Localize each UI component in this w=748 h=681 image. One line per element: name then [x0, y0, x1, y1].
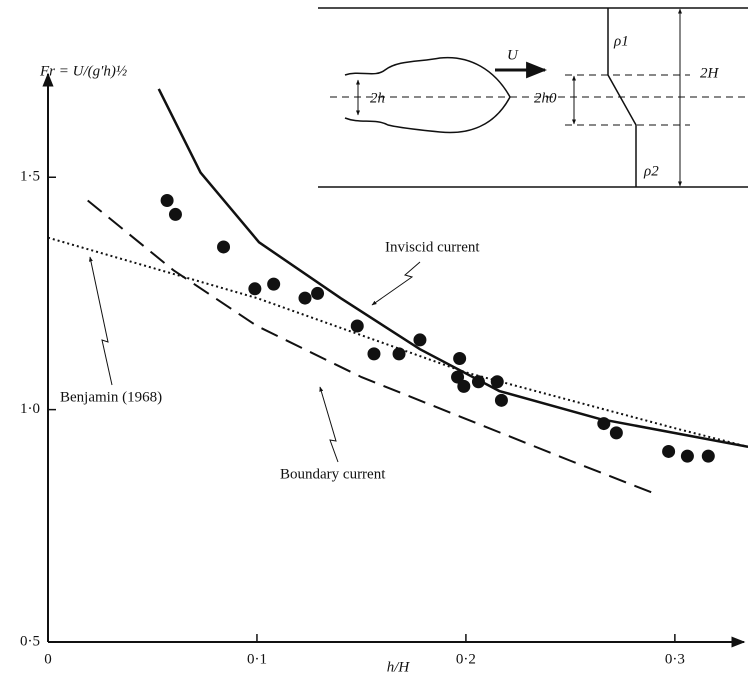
data-point [298, 291, 312, 305]
data-point [453, 352, 467, 365]
x-tick-label: 0·1 [247, 651, 267, 667]
x-tick-label: 0 [44, 651, 52, 667]
data-point [413, 333, 427, 347]
data-point [662, 444, 676, 458]
line [87, 199, 655, 495]
data-point [217, 240, 231, 254]
x-tick-label: 0·2 [456, 651, 476, 667]
line-label: Boundary current [280, 466, 386, 482]
inset-diagram [318, 7, 748, 188]
inset-label: U [507, 47, 519, 63]
y-tick-label: 1·5 [20, 169, 40, 185]
data-point [701, 449, 715, 463]
x-axis-label: h/H [387, 659, 411, 675]
x-tick-label: 0·3 [665, 651, 685, 667]
line [47, 236, 748, 448]
data-point [451, 370, 465, 384]
y-tick-label: 0·5 [20, 633, 40, 649]
y-tick-label: 1·0 [20, 401, 40, 417]
data-point [609, 426, 623, 440]
data-point [248, 282, 262, 296]
inset-label: ρ1 [613, 33, 629, 49]
line-label: Inviscid current [385, 239, 480, 255]
data-point [392, 347, 406, 361]
data-point [490, 375, 504, 389]
data-point [457, 379, 471, 393]
data-point [350, 319, 364, 333]
data-point [311, 286, 325, 300]
inset-label: 2h0 [534, 90, 557, 106]
line [157, 88, 748, 449]
data-point [160, 193, 174, 207]
data-point [168, 207, 182, 221]
data-point [597, 417, 611, 431]
data-point [494, 393, 508, 407]
data-point [367, 347, 381, 361]
inset-label: 2H [700, 65, 720, 81]
inset-label: ρ2 [643, 163, 659, 179]
data-point [471, 375, 485, 389]
line-label: Benjamin (1968) [60, 389, 162, 405]
inset-label: 2h [370, 90, 385, 106]
annotation-leaders [88, 256, 421, 463]
data-point [267, 277, 281, 291]
data-point [680, 449, 694, 463]
y-axis-label: Fr = U/(g′h)½ [39, 63, 127, 79]
